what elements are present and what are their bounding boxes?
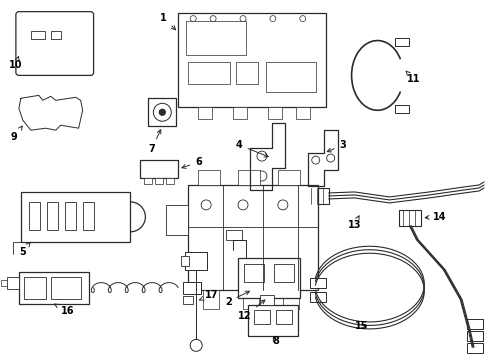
Circle shape <box>238 200 247 210</box>
Bar <box>178 13 325 107</box>
Bar <box>282 289 298 310</box>
Bar <box>186 21 245 55</box>
Text: 13: 13 <box>347 216 360 230</box>
Bar <box>243 289 259 310</box>
Circle shape <box>256 151 266 161</box>
Bar <box>466 343 482 353</box>
Bar <box>166 178 174 184</box>
Bar <box>144 178 152 184</box>
Circle shape <box>240 15 245 22</box>
Text: 5: 5 <box>19 242 30 257</box>
Circle shape <box>190 15 196 22</box>
Bar <box>395 37 408 45</box>
Bar <box>236 62 258 84</box>
Bar <box>233 107 246 119</box>
Bar <box>203 289 219 310</box>
Bar <box>277 170 299 185</box>
Bar <box>225 230 242 240</box>
Bar <box>31 31 45 39</box>
Bar <box>181 256 189 266</box>
Bar <box>155 178 163 184</box>
Bar <box>260 294 273 305</box>
Bar <box>29 202 40 230</box>
Bar <box>247 305 297 336</box>
Circle shape <box>277 200 287 210</box>
Bar <box>1 280 7 285</box>
Bar <box>140 160 178 178</box>
Bar <box>188 185 317 289</box>
Circle shape <box>190 339 202 351</box>
Bar <box>395 105 408 113</box>
Text: 4: 4 <box>236 140 268 157</box>
Bar <box>21 192 130 242</box>
Text: 9: 9 <box>11 126 22 142</box>
Bar <box>295 107 309 119</box>
Bar <box>253 310 269 324</box>
Text: 15: 15 <box>354 321 367 332</box>
Bar <box>309 278 325 288</box>
Bar <box>47 202 58 230</box>
Bar <box>309 292 325 302</box>
Bar <box>275 310 291 324</box>
Bar <box>265 62 315 92</box>
Bar <box>7 276 19 289</box>
Circle shape <box>153 103 171 121</box>
Bar <box>466 332 482 341</box>
Bar <box>24 276 46 298</box>
Bar <box>244 264 264 282</box>
Bar <box>19 272 88 303</box>
Circle shape <box>326 154 334 162</box>
Circle shape <box>256 171 266 181</box>
Text: 3: 3 <box>326 140 346 152</box>
Text: 6: 6 <box>182 157 202 168</box>
Bar <box>399 210 421 226</box>
Bar <box>64 202 76 230</box>
Bar <box>51 276 81 298</box>
Text: 10: 10 <box>9 57 22 71</box>
Bar <box>82 202 93 230</box>
Bar <box>306 188 328 204</box>
Bar <box>148 98 176 126</box>
Bar <box>238 170 260 185</box>
Bar <box>166 205 188 235</box>
Text: 14: 14 <box>424 212 446 222</box>
Bar <box>273 264 293 282</box>
Bar <box>185 252 207 270</box>
Circle shape <box>269 15 275 22</box>
Text: 11: 11 <box>405 71 420 84</box>
Bar <box>188 62 229 84</box>
Text: 1: 1 <box>160 13 175 30</box>
Bar <box>238 258 299 298</box>
Bar <box>183 296 193 303</box>
Text: 12: 12 <box>238 300 264 321</box>
Bar <box>198 107 212 119</box>
Text: 17: 17 <box>199 289 218 300</box>
Bar <box>267 107 281 119</box>
Circle shape <box>299 15 305 22</box>
Bar <box>466 319 482 329</box>
Text: 7: 7 <box>148 130 161 154</box>
Text: 16: 16 <box>55 304 74 316</box>
Circle shape <box>201 200 211 210</box>
Circle shape <box>311 156 319 164</box>
Bar <box>51 31 61 39</box>
Circle shape <box>210 15 216 22</box>
Text: 2: 2 <box>224 291 249 306</box>
Bar <box>183 282 201 293</box>
Bar <box>198 170 220 185</box>
FancyBboxPatch shape <box>16 12 93 75</box>
Text: 8: 8 <box>271 336 278 346</box>
Circle shape <box>159 109 165 115</box>
